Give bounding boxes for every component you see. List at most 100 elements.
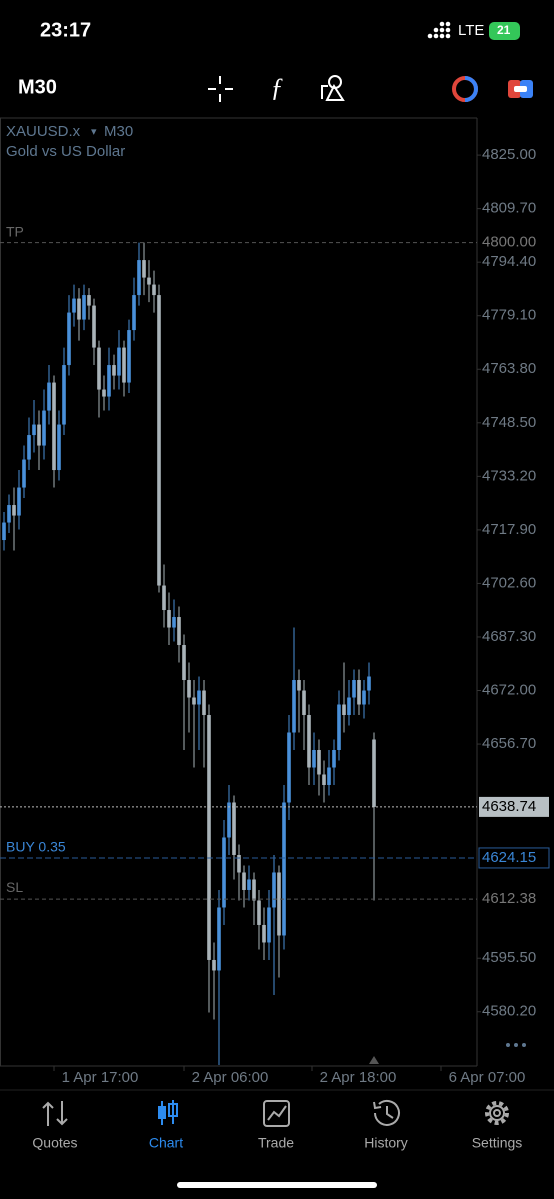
y-tick-label: 4687.30 xyxy=(482,628,536,645)
candle-body xyxy=(282,802,286,936)
candle-body xyxy=(272,872,276,908)
candle-body xyxy=(42,410,46,446)
y-tick-label: 4794.40 xyxy=(482,253,536,270)
y-tick-label: 4580.20 xyxy=(482,1003,536,1020)
candle-body xyxy=(247,879,251,890)
quotes-icon[interactable] xyxy=(42,1101,68,1126)
candle-body xyxy=(112,365,116,376)
chart-icon[interactable] xyxy=(158,1100,178,1125)
nav-label[interactable]: Chart xyxy=(149,1135,183,1151)
clock: 23:17 xyxy=(40,19,91,41)
candle-body xyxy=(17,487,21,516)
candle-body xyxy=(347,697,351,716)
candle-body xyxy=(117,347,121,376)
candle-body xyxy=(52,382,56,471)
one-click-icon[interactable] xyxy=(452,76,478,102)
x-tick-label: 6 Apr 07:00 xyxy=(449,1069,526,1086)
y-tick-label: 4672.00 xyxy=(482,681,536,698)
candle-body xyxy=(262,924,266,943)
candle-body xyxy=(72,298,76,313)
candle-body xyxy=(287,732,291,803)
candle-body xyxy=(172,617,176,628)
crosshair-icon[interactable] xyxy=(208,76,233,102)
candle-body xyxy=(267,907,271,943)
candle-body xyxy=(237,854,241,873)
y-tick-label: 4702.60 xyxy=(482,574,536,591)
candles xyxy=(2,242,376,1065)
signal-icon xyxy=(427,21,451,39)
candle-body xyxy=(77,298,81,320)
candle-body xyxy=(82,295,86,320)
timeframe-button[interactable]: M30 xyxy=(18,76,57,98)
candle-body xyxy=(12,505,16,516)
candle-body xyxy=(7,505,11,523)
candle-body xyxy=(327,767,331,785)
candle-body xyxy=(307,715,311,768)
objects-icon[interactable] xyxy=(321,75,345,101)
nav-label[interactable]: Trade xyxy=(258,1135,294,1151)
candle-body xyxy=(22,459,26,488)
candle-body xyxy=(202,690,206,716)
candle-body xyxy=(357,680,361,705)
candle-body xyxy=(342,704,346,716)
candle-body xyxy=(132,295,136,331)
candle-body xyxy=(302,690,306,716)
candle-body xyxy=(162,585,166,611)
candle-body xyxy=(212,959,216,971)
y-tick-label: 4733.20 xyxy=(482,467,536,484)
candle-body xyxy=(57,424,61,471)
sl-price-box xyxy=(479,889,549,910)
candle-body xyxy=(297,680,301,691)
candle-body xyxy=(137,260,141,296)
dropdown-arrow: ▾ xyxy=(91,126,97,138)
candle-body xyxy=(87,295,91,306)
x-tick-label: 2 Apr 18:00 xyxy=(320,1069,397,1086)
candle-body xyxy=(232,802,236,855)
candle-body xyxy=(122,347,126,383)
y-tick-label: 4748.50 xyxy=(482,414,536,431)
battery-icon xyxy=(489,22,520,40)
trade-icon[interactable] xyxy=(508,80,533,98)
candle-body xyxy=(32,424,36,436)
candle-body xyxy=(312,750,316,768)
description: Gold vs US Dollar xyxy=(6,143,125,160)
settings-icon[interactable] xyxy=(485,1101,509,1125)
history-icon[interactable] xyxy=(373,1099,400,1126)
candle-body xyxy=(92,305,96,348)
candle-body xyxy=(182,645,186,681)
candle-body xyxy=(147,277,151,285)
candle-body xyxy=(157,295,161,586)
candle-body xyxy=(107,365,111,397)
candle-body xyxy=(187,680,191,698)
candle-body xyxy=(227,802,231,838)
candle-body xyxy=(252,879,256,901)
candle-body xyxy=(197,690,201,705)
tp-price: 4800.00 xyxy=(482,234,536,251)
buy-price: 4624.15 xyxy=(482,849,536,866)
more-icon[interactable] xyxy=(506,1043,526,1047)
candle-body xyxy=(62,365,66,425)
candle-body xyxy=(177,617,181,646)
buy-price-box xyxy=(478,847,550,869)
candle-body xyxy=(217,907,221,971)
home-indicator xyxy=(177,1182,377,1188)
x-tick-label: 2 Apr 06:00 xyxy=(192,1069,269,1086)
candle-body xyxy=(367,676,371,691)
buy-label: BUY 0.35 xyxy=(6,839,66,855)
symbol[interactable]: XAUUSD.x xyxy=(6,123,81,140)
trade-nav-icon[interactable] xyxy=(263,1100,290,1127)
candle-body xyxy=(37,424,41,446)
y-tick-label: 4779.10 xyxy=(482,307,536,324)
nav-label[interactable]: History xyxy=(364,1135,408,1151)
candle-body xyxy=(337,704,341,750)
indicators-icon[interactable]: ƒ xyxy=(271,73,284,102)
nav-label[interactable]: Settings xyxy=(472,1135,523,1151)
candle-body xyxy=(2,522,6,541)
candle-body xyxy=(102,389,106,397)
y-tick-label: 4595.50 xyxy=(482,949,536,966)
y-tick-label: 4763.80 xyxy=(482,360,536,377)
nav-label[interactable]: Quotes xyxy=(32,1135,77,1151)
current-price: 4638.74 xyxy=(482,798,536,815)
